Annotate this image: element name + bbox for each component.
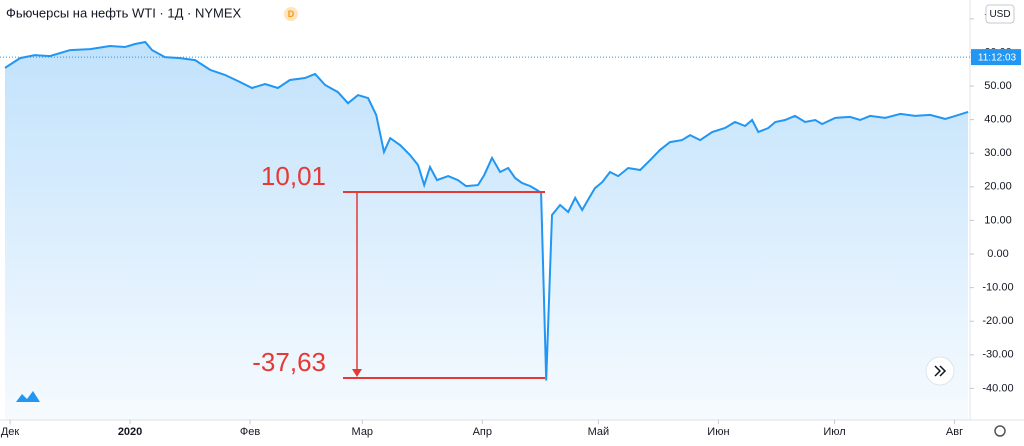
scroll-icon xyxy=(934,365,947,377)
annotation-arrowhead xyxy=(352,369,362,377)
currency[interactable]: USD xyxy=(989,9,1010,20)
x-tick-label: Июл xyxy=(823,426,845,438)
x-tick-label: Апр xyxy=(473,426,492,438)
badge-bg xyxy=(284,7,298,21)
overlay: 11:12:03 10,01 -37,63 xyxy=(0,49,1021,379)
y-tick-label: -30.00 xyxy=(982,349,1013,361)
y-tick-label: 20.00 xyxy=(984,181,1012,193)
annotation-label: -37,63 xyxy=(252,347,326,377)
x-tick-label: Дек xyxy=(1,426,20,438)
y-tick-label: -20.00 xyxy=(982,315,1013,327)
plot: -40.00 -30.00 -20.00 -10.00 0.00 10.00 20.00 30… xyxy=(1,13,1014,438)
x-tick-label: Июн xyxy=(707,426,729,438)
area-fill xyxy=(5,42,969,420)
logo xyxy=(16,391,40,402)
badge: D xyxy=(288,9,295,19)
chart-title: Фьючерсы на нефть WTI · 1Д · NYMEX xyxy=(6,5,242,20)
x-tick-label: 2020 xyxy=(118,426,142,438)
settings-icon[interactable] xyxy=(994,425,1006,437)
x-tick-label: Мар xyxy=(352,426,374,438)
y-tick-label: 50.00 xyxy=(984,80,1012,92)
x-tick-label: Май xyxy=(588,426,610,438)
price-label: 11:12:03 xyxy=(978,52,1017,63)
y-tick-label: 10.00 xyxy=(984,214,1012,226)
y-tick-label: 30.00 xyxy=(984,147,1012,159)
y-tick-label: -10.00 xyxy=(982,282,1013,294)
x-tick-label: Фев xyxy=(240,426,260,438)
currency-badge[interactable] xyxy=(985,4,1015,24)
y-tick-label: 0.00 xyxy=(987,248,1008,260)
y-tick-label: -40.00 xyxy=(982,382,1013,394)
y-tick-label: 40.00 xyxy=(984,114,1012,126)
price-label-bg xyxy=(971,49,1021,66)
price-line-series xyxy=(4,40,969,381)
annotation-label: 10,01 xyxy=(261,161,326,191)
x-tick-label: Авг xyxy=(946,426,963,438)
